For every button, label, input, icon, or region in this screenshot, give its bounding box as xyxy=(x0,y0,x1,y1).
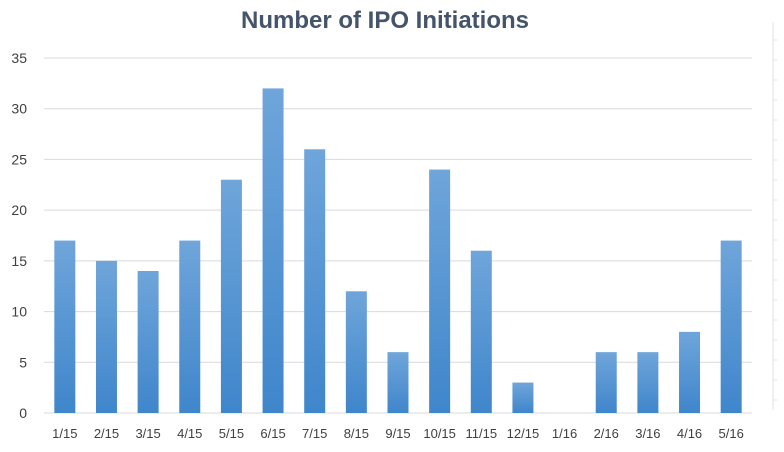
bar-10-15 xyxy=(429,169,451,413)
y-tick-label: 25 xyxy=(11,151,27,167)
bar-6-15 xyxy=(262,88,284,413)
x-tick-label: 6/15 xyxy=(260,426,285,441)
x-axis-ticks: 1/15 2/15 3/15 4/15 5/15 6/15 7/15 8/15 9/15 10/1… xyxy=(52,426,744,441)
x-tick-label: 1/15 xyxy=(52,426,77,441)
bar-2-15 xyxy=(95,260,117,413)
y-tick-label: 10 xyxy=(11,304,27,320)
bar-7-15 xyxy=(304,149,326,414)
y-tick-label: 5 xyxy=(19,354,27,370)
chart-frame-edge xyxy=(772,22,777,410)
bar-2-16 xyxy=(595,352,617,413)
bar-11-15 xyxy=(470,250,492,413)
bar-9-15 xyxy=(387,352,409,413)
bar-12-15 xyxy=(512,382,534,413)
chart-title: Number of IPO Initiations xyxy=(241,7,529,34)
x-tick-label: 3/15 xyxy=(135,426,160,441)
bar-4-16 xyxy=(679,331,701,413)
bar-4-15 xyxy=(179,240,201,413)
y-tick-label: 35 xyxy=(11,50,27,66)
x-tick-label: 9/15 xyxy=(385,426,410,441)
y-tick-label: 0 xyxy=(19,405,27,421)
x-tick-label: 5/15 xyxy=(219,426,244,441)
y-tick-label: 20 xyxy=(11,202,27,218)
bar-3-15 xyxy=(137,271,159,413)
x-tick-label: 1/16 xyxy=(552,426,577,441)
x-tick-label: 12/15 xyxy=(507,426,540,441)
x-tick-label: 10/15 xyxy=(423,426,456,441)
x-tick-label: 3/16 xyxy=(635,426,660,441)
bar-5-16 xyxy=(720,240,742,413)
gridlines xyxy=(44,57,752,414)
x-tick-label: 8/15 xyxy=(344,426,369,441)
y-axis-ticks: 0 5 10 15 20 25 30 35 xyxy=(11,50,27,421)
y-tick-label: 30 xyxy=(11,101,27,117)
bar-5-15 xyxy=(220,179,242,413)
x-tick-label: 2/16 xyxy=(594,426,619,441)
x-tick-label: 11/15 xyxy=(466,426,498,441)
x-tick-label: 2/15 xyxy=(94,426,119,441)
x-tick-label: 4/15 xyxy=(177,426,202,441)
bar-3-16 xyxy=(637,352,659,413)
bars xyxy=(54,88,742,414)
x-tick-label: 4/16 xyxy=(677,426,702,441)
x-tick-label: 7/15 xyxy=(302,426,327,441)
bar-8-15 xyxy=(345,291,367,413)
bar-1-15 xyxy=(54,240,76,413)
y-tick-label: 15 xyxy=(11,253,27,269)
x-tick-label: 5/16 xyxy=(719,426,744,441)
